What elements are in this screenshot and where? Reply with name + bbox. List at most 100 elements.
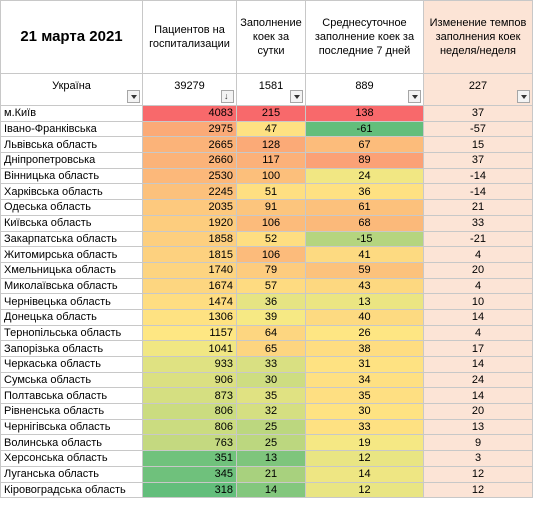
daily-cell[interactable]: 52 xyxy=(236,230,306,248)
region-cell[interactable]: Львівська область xyxy=(0,136,143,154)
patients-cell[interactable]: 1920 xyxy=(142,214,237,232)
region-cell[interactable]: Житомирська область xyxy=(0,246,143,263)
daily-cell[interactable]: 215 xyxy=(236,105,306,122)
daily-cell[interactable]: 35 xyxy=(236,387,306,405)
patients-cell[interactable]: 1740 xyxy=(142,261,237,279)
region-cell[interactable]: Закарпатська область xyxy=(0,230,143,248)
patients-cell[interactable]: 2245 xyxy=(142,183,237,201)
change-cell[interactable]: 20 xyxy=(423,403,533,420)
region-cell[interactable]: Хмельницька область xyxy=(0,261,143,279)
patients-cell[interactable]: 1674 xyxy=(142,277,237,295)
region-cell[interactable]: Івано-Франківська xyxy=(0,120,143,138)
patients-cell[interactable]: 933 xyxy=(142,356,237,373)
avg7-cell[interactable]: 67 xyxy=(305,136,424,154)
region-cell[interactable]: Миколаївська область xyxy=(0,277,143,295)
daily-cell[interactable]: 30 xyxy=(236,371,306,389)
region-cell[interactable]: Одеська область xyxy=(0,199,143,216)
patients-cell[interactable]: 806 xyxy=(142,418,237,436)
filter-dropdown-icon[interactable] xyxy=(517,90,530,103)
patients-cell[interactable]: 2530 xyxy=(142,167,237,185)
daily-cell[interactable]: 79 xyxy=(236,261,306,279)
region-cell[interactable]: Волинська область xyxy=(0,434,143,452)
region-cell[interactable]: Тернопільська область xyxy=(0,324,143,342)
daily-cell[interactable]: 106 xyxy=(236,246,306,263)
patients-cell[interactable]: 906 xyxy=(142,371,237,389)
region-cell[interactable]: Полтавська область xyxy=(0,387,143,405)
avg7-cell[interactable]: 59 xyxy=(305,261,424,279)
change-cell[interactable]: 4 xyxy=(423,277,533,295)
daily-cell[interactable]: 36 xyxy=(236,293,306,310)
patients-cell[interactable]: 1858 xyxy=(142,230,237,248)
patients-cell[interactable]: 318 xyxy=(142,481,237,499)
avg7-cell[interactable]: 38 xyxy=(305,340,424,357)
change-cell[interactable]: -14 xyxy=(423,183,533,201)
region-cell[interactable]: Херсонська область xyxy=(0,450,143,467)
region-cell[interactable]: Чернівецька область xyxy=(0,293,143,310)
patients-cell[interactable]: 806 xyxy=(142,403,237,420)
change-cell[interactable]: 9 xyxy=(423,434,533,452)
daily-cell[interactable]: 57 xyxy=(236,277,306,295)
change-cell[interactable]: 14 xyxy=(423,387,533,405)
avg7-cell[interactable]: 43 xyxy=(305,277,424,295)
change-cell[interactable]: 15 xyxy=(423,136,533,154)
avg7-cell[interactable]: 26 xyxy=(305,324,424,342)
patients-cell[interactable]: 873 xyxy=(142,387,237,405)
daily-cell[interactable]: 117 xyxy=(236,152,306,169)
daily-cell[interactable]: 128 xyxy=(236,136,306,154)
region-cell[interactable]: Запорізька область xyxy=(0,340,143,357)
daily-cell[interactable]: 106 xyxy=(236,214,306,232)
daily-cell[interactable]: 39 xyxy=(236,308,306,326)
change-cell[interactable]: -14 xyxy=(423,167,533,185)
avg7-cell[interactable]: 31 xyxy=(305,356,424,373)
change-cell[interactable]: 12 xyxy=(423,465,533,483)
change-cell[interactable]: 24 xyxy=(423,371,533,389)
daily-cell[interactable]: 51 xyxy=(236,183,306,201)
daily-cell[interactable]: 33 xyxy=(236,356,306,373)
change-cell[interactable]: 17 xyxy=(423,340,533,357)
region-cell[interactable]: Вінницька область xyxy=(0,167,143,185)
patients-cell[interactable]: 1474 xyxy=(142,293,237,310)
patients-cell[interactable]: 2660 xyxy=(142,152,237,169)
avg7-cell[interactable]: 13 xyxy=(305,293,424,310)
region-cell[interactable]: Донецька область xyxy=(0,308,143,326)
avg7-cell[interactable]: -61 xyxy=(305,120,424,138)
avg7-cell[interactable]: 12 xyxy=(305,450,424,467)
avg7-cell[interactable]: 36 xyxy=(305,183,424,201)
patients-cell[interactable]: 345 xyxy=(142,465,237,483)
patients-cell[interactable]: 1157 xyxy=(142,324,237,342)
change-cell[interactable]: 4 xyxy=(423,246,533,263)
change-cell[interactable]: 21 xyxy=(423,199,533,216)
avg7-cell[interactable]: 61 xyxy=(305,199,424,216)
daily-cell[interactable]: 47 xyxy=(236,120,306,138)
patients-cell[interactable]: 763 xyxy=(142,434,237,452)
daily-cell[interactable]: 25 xyxy=(236,418,306,436)
avg7-cell[interactable]: -15 xyxy=(305,230,424,248)
daily-cell[interactable]: 21 xyxy=(236,465,306,483)
patients-cell[interactable]: 1306 xyxy=(142,308,237,326)
avg7-cell[interactable]: 34 xyxy=(305,371,424,389)
patients-cell[interactable]: 1041 xyxy=(142,340,237,357)
avg7-cell[interactable]: 138 xyxy=(305,105,424,122)
region-cell[interactable]: Київська область xyxy=(0,214,143,232)
change-cell[interactable]: 10 xyxy=(423,293,533,310)
change-cell[interactable]: 12 xyxy=(423,481,533,499)
avg7-cell[interactable]: 19 xyxy=(305,434,424,452)
daily-cell[interactable]: 14 xyxy=(236,481,306,499)
patients-cell[interactable]: 2975 xyxy=(142,120,237,138)
change-cell[interactable]: -21 xyxy=(423,230,533,248)
avg7-cell[interactable]: 33 xyxy=(305,418,424,436)
region-cell[interactable]: Черкаська область xyxy=(0,356,143,373)
patients-cell[interactable]: 2035 xyxy=(142,199,237,216)
patients-cell[interactable]: 351 xyxy=(142,450,237,467)
change-cell[interactable]: -57 xyxy=(423,120,533,138)
region-cell[interactable]: Чернігівська область xyxy=(0,418,143,436)
avg7-cell[interactable]: 89 xyxy=(305,152,424,169)
filter-dropdown-icon[interactable] xyxy=(127,90,140,103)
change-cell[interactable]: 37 xyxy=(423,152,533,169)
daily-cell[interactable]: 25 xyxy=(236,434,306,452)
patients-cell[interactable]: 4083 xyxy=(142,105,237,122)
change-cell[interactable]: 14 xyxy=(423,356,533,373)
region-cell[interactable]: Сумська область xyxy=(0,371,143,389)
region-cell[interactable]: Дніпропетровська xyxy=(0,152,143,169)
region-cell[interactable]: Луганська область xyxy=(0,465,143,483)
